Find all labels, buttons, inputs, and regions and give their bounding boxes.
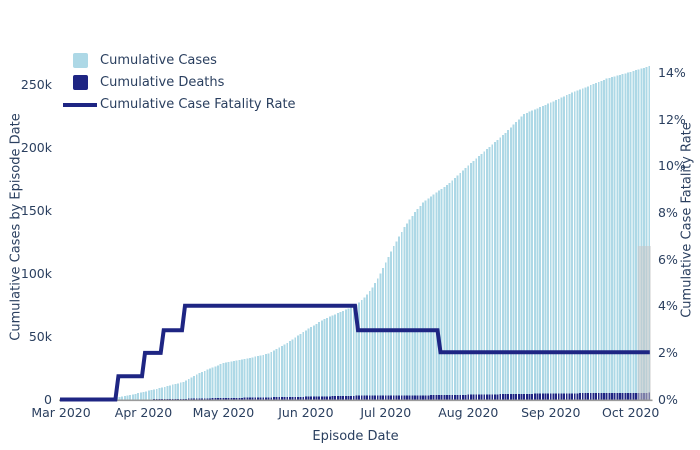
cumulative-cases-bars[interactable]	[89, 66, 651, 400]
y-left-tick-label: 250k	[20, 77, 52, 92]
legend-item-case-fatality-rate[interactable]: Cumulative Case Fatality Rate	[63, 94, 296, 115]
y-right-tick-label: 4%	[658, 298, 678, 314]
cases-color-swatch-icon	[72, 53, 88, 68]
legend: Cumulative Cases Cumulative Deaths Cumul…	[63, 50, 296, 116]
x-tick-label: Jul 2020	[360, 405, 412, 420]
y-left-tick-label: 150k	[20, 202, 52, 218]
highlight-band	[637, 246, 651, 401]
legend-item-cumulative-deaths[interactable]: Cumulative Deaths	[63, 72, 296, 93]
cfr-swatch-box	[63, 102, 97, 107]
y-left-axis-title: Cumulative Cases by Episode Date	[8, 113, 24, 341]
y-right-tick-label: 0%	[658, 391, 678, 407]
x-tick-label: Apr 2020	[114, 405, 173, 420]
y-left-tick-label: 200k	[20, 139, 52, 155]
y-right-tick-label: 6%	[658, 251, 678, 267]
case-fatality-rate-line[interactable]	[60, 303, 650, 402]
cfr-line-swatch-icon	[63, 102, 97, 107]
x-tick-label: Jun 2020	[278, 405, 334, 420]
deaths-swatch-box	[63, 75, 97, 90]
y-right-tick-label: 8%	[658, 204, 678, 220]
deaths-color-swatch-icon	[72, 75, 88, 90]
legend-label-deaths: Cumulative Deaths	[100, 75, 225, 90]
y-right-axis-title: Cumulative Case Fatality Rate	[679, 122, 695, 318]
y-right-tick-label: 14%	[658, 65, 686, 80]
x-tick-label: Mar 2020	[31, 405, 91, 420]
legend-item-cumulative-cases[interactable]: Cumulative Cases	[63, 50, 296, 71]
legend-label-cfr: Cumulative Case Fatality Rate	[100, 97, 296, 112]
legend-label-cases: Cumulative Cases	[100, 53, 217, 68]
y-left-tick-label: 100k	[20, 265, 52, 281]
cases-swatch-box	[63, 53, 97, 68]
y-right-tick-label: 10%	[658, 158, 686, 174]
y-right-tick-label: 2%	[658, 344, 678, 360]
x-tick-label: Oct 2020	[601, 405, 660, 420]
x-tick-label: Aug 2020	[438, 405, 499, 420]
y-right-tick-label: 12%	[658, 111, 686, 127]
y-left-tick-label: 50k	[28, 328, 52, 344]
x-axis-title: Episode Date	[312, 429, 399, 444]
x-tick-label: Sep 2020	[521, 405, 581, 420]
y-left-tick-label: 0	[44, 391, 52, 407]
x-tick-label: May 2020	[192, 405, 255, 420]
